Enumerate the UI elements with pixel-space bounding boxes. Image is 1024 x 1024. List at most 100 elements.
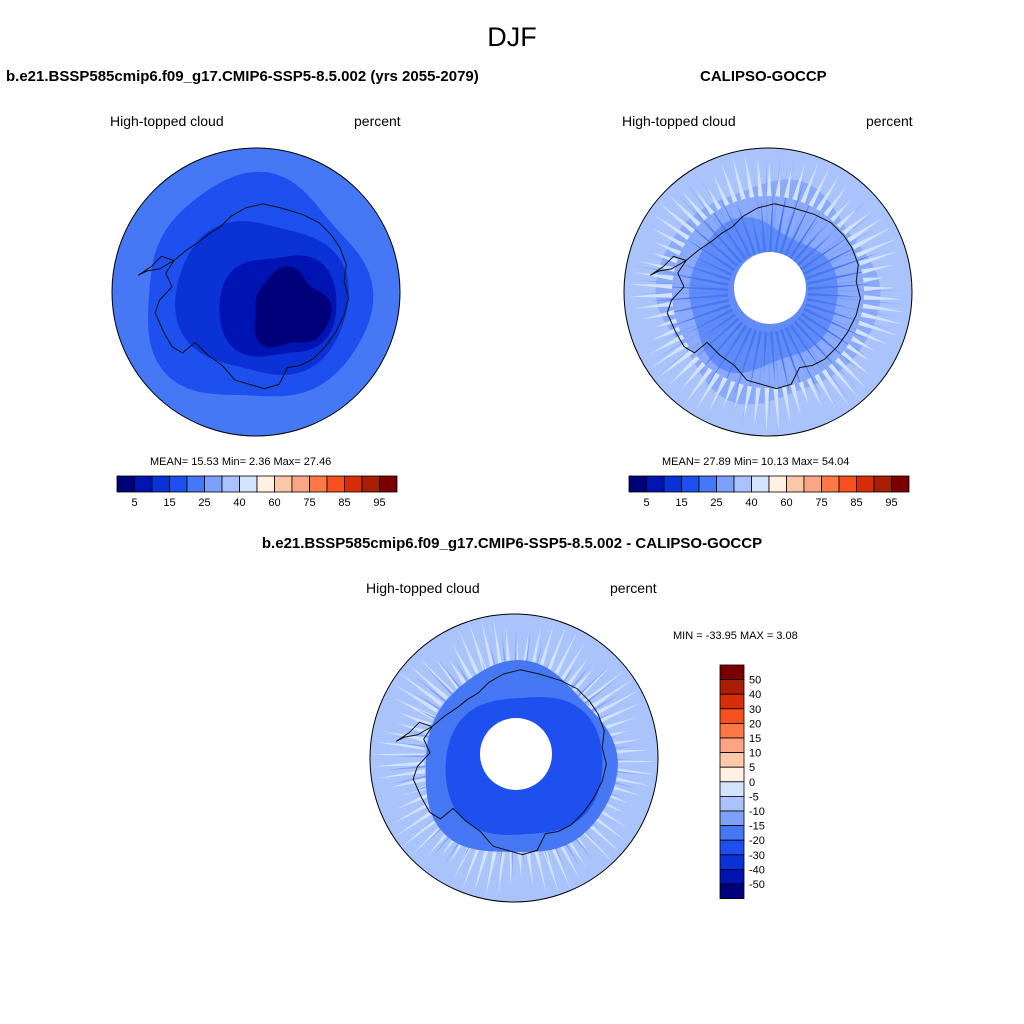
map-diff-border [369,613,659,903]
panel-model-map [111,147,401,437]
panel-model-colorbar-swatch [239,475,258,493]
panel-diff-colorbar-tick-label: 15 [749,733,761,745]
map-model-coastline [137,203,349,390]
panel-model-colorbar-swatch [379,475,398,493]
panel-obs-colorbar-swatch [716,475,735,493]
panel-obs-colorbar-tick-label: 95 [885,497,897,509]
map-diff-field [370,614,658,902]
panel-model-colorbar-tick-label: 75 [303,497,315,509]
panel-model-colorbar-tick-label: 85 [338,497,350,509]
panel-diff-colorbar-tick-label: -50 [749,879,765,891]
panel-obs-colorbar-swatch [646,475,665,493]
panel-diff-colorbar-tick-label: 5 [749,762,755,774]
panel-diff-colorbar-swatch [719,854,745,870]
panel-diff-colorbar-swatch [719,664,745,681]
panel-diff-title: b.e21.BSSP585cmip6.f09_g17.CMIP6-SSP5-8.… [261,535,763,552]
panel-diff-colorbar-swatch [719,693,745,710]
panel-model-colorbar-swatch [361,475,380,493]
panel-model-colorbar-swatch [186,475,205,493]
panel-diff-stats: MIN = -33.95 MAX = 3.08 [673,630,798,642]
panel-model-colorbar-tick-label: 60 [268,497,280,509]
panel-diff-colorbar-swatch [719,825,745,841]
panel-model-colorbar-swatch [169,475,188,493]
panel-diff-colorbar-swatch [719,810,745,827]
panel-obs-colorbar-swatch [628,475,647,493]
panel-diff-colorbar-swatch [719,737,745,754]
panel-diff-colorbar-tick-label: -15 [749,821,765,833]
panel-obs-colorbar-tick-label: 60 [780,497,792,509]
panel-obs-units-label: percent [866,113,913,129]
panel-model-colorbar-swatch [116,475,135,493]
map-obs-streaks [628,154,906,432]
panel-model-colorbar-tick-label: 15 [163,497,175,509]
panel-diff-colorbar-tick-label: 20 [749,718,761,730]
panel-diff-colorbar-swatch [719,781,745,797]
panel-diff-colorbar-swatch [719,679,745,695]
panel-obs-stats: MEAN= 27.89 Min= 10.13 Max= 54.04 [662,456,850,468]
panel-diff-colorbar-tick-label: 40 [749,689,761,701]
panel-diff-colorbar-swatch [719,752,745,768]
panel-diff-colorbar-swatch [719,883,745,900]
panel-obs-colorbar-swatch [838,475,857,493]
panel-obs-colorbar-tick-label: 85 [850,497,862,509]
panel-model-colorbar-swatch [204,475,223,493]
panel-model-colorbar-swatch [221,475,240,493]
panel-obs-colorbar-tick-label: 5 [643,497,649,509]
panel-model-title: b.e21.BSSP585cmip6.f09_g17.CMIP6-SSP5-8.… [6,68,479,85]
panel-model-colorbar-tick-label: 5 [131,497,137,509]
panel-diff-colorbar-tick-label: -40 [749,864,765,876]
panel-obs-colorbar-swatch [698,475,717,493]
panel-diff-field-label: High-topped cloud [366,580,480,596]
panel-obs-title: CALIPSO-GOCCP [700,68,827,85]
map-obs-border [623,147,913,437]
panel-obs-colorbar-tick-label: 40 [745,497,757,509]
panel-model-colorbar-swatch [256,475,275,493]
panel-obs-colorbar-swatch [768,475,787,493]
panel-model-stats: MEAN= 15.53 Min= 2.36 Max= 27.46 [150,456,332,468]
map-diff-streaks [384,628,643,879]
panel-obs-colorbar-tick-label: 15 [675,497,687,509]
panel-obs-colorbar-tick-label: 25 [710,497,722,509]
map-model-border [111,147,401,437]
panel-model-colorbar-swatch [151,475,170,493]
panel-diff-colorbar-swatch [719,766,745,783]
panel-model-colorbar-swatch [326,475,345,493]
panel-obs-colorbar: 5 15 25 40 60 75 85 95 [628,475,910,509]
panel-diff-colorbar-tick-label: -5 [749,791,759,803]
map-obs-field [624,148,912,436]
panel-diff-units-label: percent [610,580,657,596]
panel-obs-colorbar-tick-label: 75 [815,497,827,509]
panel-model-colorbar-swatch [344,475,363,493]
map-model-field [112,148,400,436]
map-diff-coastline [395,669,607,856]
map-model-band [254,266,332,348]
panel-diff-colorbar-swatch [719,839,745,856]
panel-model-colorbar: 5 15 25 40 60 75 85 95 [116,475,398,509]
map-obs-no-data-region [734,252,806,324]
panel-diff-colorbar-swatch [719,868,745,885]
panel-obs-colorbar-swatch [856,475,875,493]
panel-obs-colorbar-swatch [751,475,770,493]
map-diff-no-data-region [480,718,552,790]
panel-diff-colorbar-swatch [719,795,745,812]
panel-diff-colorbar-tick-label: 0 [749,777,755,789]
panel-obs-colorbar-swatch [681,475,700,493]
panel-obs-colorbar-swatch [891,475,910,493]
panel-diff-colorbar-tick-label: 30 [749,704,761,716]
panel-model-colorbar-tick-label: 95 [373,497,385,509]
panel-model-colorbar-tick-label: 25 [198,497,210,509]
panel-obs-colorbar-swatch [733,475,752,493]
panel-diff-colorbar-tick-label: 50 [749,675,761,687]
panel-obs-colorbar-swatch [803,475,822,493]
panel-obs-map [623,147,913,437]
panel-diff-colorbar-tick-label: -10 [749,806,765,818]
panel-diff-colorbar-tick-label: -30 [749,850,765,862]
panel-obs-colorbar-swatch [821,475,840,493]
panel-obs-colorbar-swatch [786,475,805,493]
panel-diff-colorbar-tick-label: -20 [749,835,765,847]
panel-obs-colorbar-swatch [663,475,682,493]
panel-diff-colorbar-swatch [719,708,745,724]
panel-model-colorbar-swatch [134,475,153,493]
panel-model-colorbar-swatch [291,475,310,493]
